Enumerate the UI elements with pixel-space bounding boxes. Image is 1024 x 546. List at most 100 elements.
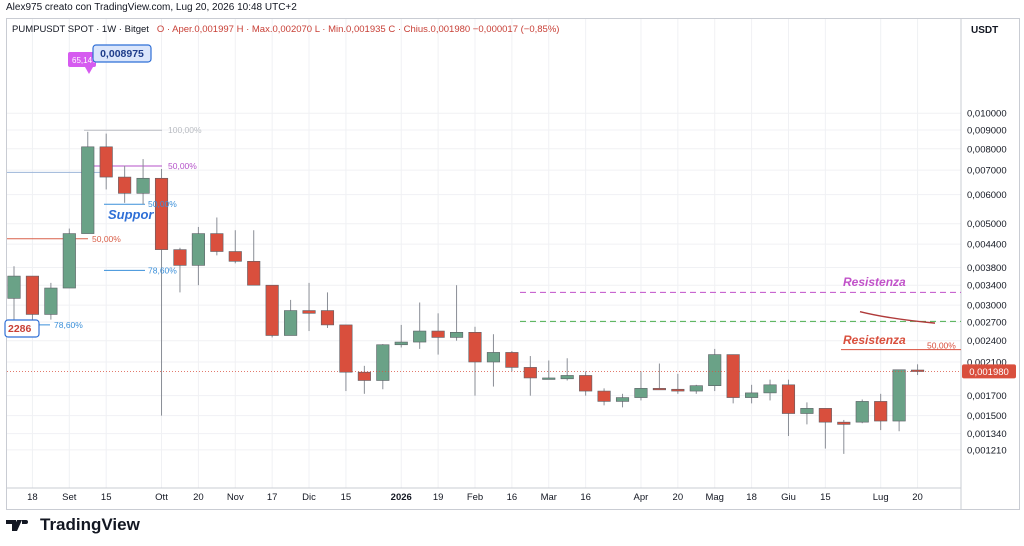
price-unit-label: USDT [971,25,999,36]
x-tick-label: Apr [634,492,649,503]
chart-caption: Alex975 creato con TradingView.com, Lug … [6,2,297,13]
candle-up [62,233,76,289]
candle-down [468,332,482,363]
candle-down [874,401,888,422]
candle-down [671,388,685,392]
candle-down [726,354,740,398]
x-tick-label: Feb [467,492,483,503]
y-tick-label: 0,009000 [967,126,1007,137]
candle-down [154,177,169,250]
candle-up [284,310,298,336]
x-tick-label: Dic [302,492,316,503]
fib-label-50-red: 50,00% [92,234,121,244]
x-tick-label: Set [62,492,77,503]
candle-up [892,369,906,422]
x-tick-label: 16 [507,492,518,503]
current-price-tag [962,364,1016,379]
x-tick-label: 15 [101,492,112,503]
y-tick-label: 0,003800 [967,263,1007,274]
resistance-annotation-magenta: Resistenza [843,275,906,289]
high-pct-tag [68,52,96,67]
high-pct-label: 65,14% [72,56,99,65]
candle-down [339,324,353,373]
candle-up [191,233,205,266]
candle-up [689,385,703,392]
x-tick-label: 2026 [391,492,412,503]
candle-up [81,146,95,234]
high-marker-icon [85,67,93,74]
x-tick-label: 20 [912,492,923,503]
candle-up [542,377,556,380]
y-tick-label: 0,001340 [967,429,1007,440]
candle-up [7,275,21,299]
candle-down [99,146,113,178]
x-tick-label: 15 [341,492,352,503]
y-tick-label: 0,001700 [967,391,1007,402]
candle-down [597,390,611,402]
footer-brand[interactable]: TradingView [6,515,140,535]
x-tick-label: Nov [227,492,244,503]
candle-up [708,354,722,386]
candle-down [173,249,187,266]
y-tick-label: 0,008000 [967,144,1007,155]
y-tick-label: 0,004400 [967,240,1007,251]
y-tick-label: 0,001500 [967,411,1007,422]
candle-down [25,275,39,315]
fib-label-50-blue: 50,00% [148,199,177,209]
candle-down [118,176,132,194]
candle-down [210,233,224,252]
candle-down [302,310,316,314]
symbol-label[interactable]: PUMPUSDT SPOT · 1W · Bitget [12,24,149,35]
tradingview-logo-icon [6,517,34,533]
fib-label-786-left: 78,60% [54,320,83,330]
y-tick-label: 0,003400 [967,281,1007,292]
x-tick-label: Lug [873,492,889,503]
fib-label-100: 100,00% [168,125,202,135]
candle-down [505,352,519,368]
x-tick-label: 19 [433,492,444,503]
candle-down [357,371,371,381]
candle-down [579,375,593,392]
x-tick-label: 15 [820,492,831,503]
candle-down [320,310,335,326]
candle-down [652,388,666,391]
y-tick-label: 0,002700 [967,317,1007,328]
y-tick-label: 0,002400 [967,336,1007,347]
x-tick-label: 18 [746,492,757,503]
x-tick-label: Giu [781,492,796,503]
candle-down [265,284,279,336]
candle-up [615,397,630,402]
candle-up [634,388,648,398]
y-tick-label: 0,007000 [967,166,1007,177]
candle-up [136,177,150,194]
x-tick-label: 17 [267,492,278,503]
x-tick-label: 16 [580,492,591,503]
fib-label-786-blue: 78,60% [148,265,177,275]
candle-up [450,332,464,338]
y-tick-label: 0,010000 [967,109,1007,120]
candle-up [745,392,759,398]
resistance-annotation-red: Resistenza [843,333,906,347]
x-tick-label: 18 [27,492,38,503]
candle-up [763,384,777,394]
x-tick-label: Mag [705,492,723,503]
y-tick-label: 0,002100 [967,358,1007,369]
y-tick-label: 0,003000 [967,301,1007,312]
fib-label-50-right: 50,00% [927,340,956,350]
candle-down [837,421,851,425]
x-tick-label: 20 [193,492,204,503]
candle-up [800,408,814,414]
fib-label-50-purple: 50,00% [168,161,197,171]
ohlc-values: O · Aper.0,001997 H · Max.0,002070 L · M… [156,24,560,35]
x-tick-label: 20 [673,492,684,503]
candle-up [394,341,408,346]
symbol-legend: PUMPUSDT SPOT · 1W · Bitget O · Aper.0,0… [12,24,559,35]
x-tick-label: Ott [155,492,168,503]
candle-down [818,408,832,423]
candle-up [376,344,390,381]
candle-down [247,260,261,286]
candle-up [44,287,58,315]
candle-down [431,330,445,338]
candle-down [911,369,925,372]
